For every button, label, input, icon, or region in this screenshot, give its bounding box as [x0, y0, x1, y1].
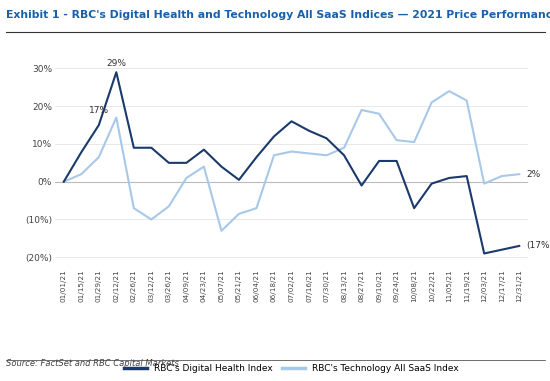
Text: Exhibit 1 - RBC's Digital Health and Technology All SaaS Indices — 2021 Price Pe: Exhibit 1 - RBC's Digital Health and Tec… [6, 10, 550, 19]
Text: 17%: 17% [89, 106, 109, 115]
Text: 2%: 2% [526, 170, 541, 179]
Text: Source: FactSet and RBC Capital Markets: Source: FactSet and RBC Capital Markets [6, 359, 178, 368]
Text: (17%): (17%) [526, 242, 550, 250]
Legend: RBC's Digital Health Index, RBC's Technology All SaaS Index: RBC's Digital Health Index, RBC's Techno… [121, 361, 462, 377]
Text: 29%: 29% [106, 59, 126, 68]
